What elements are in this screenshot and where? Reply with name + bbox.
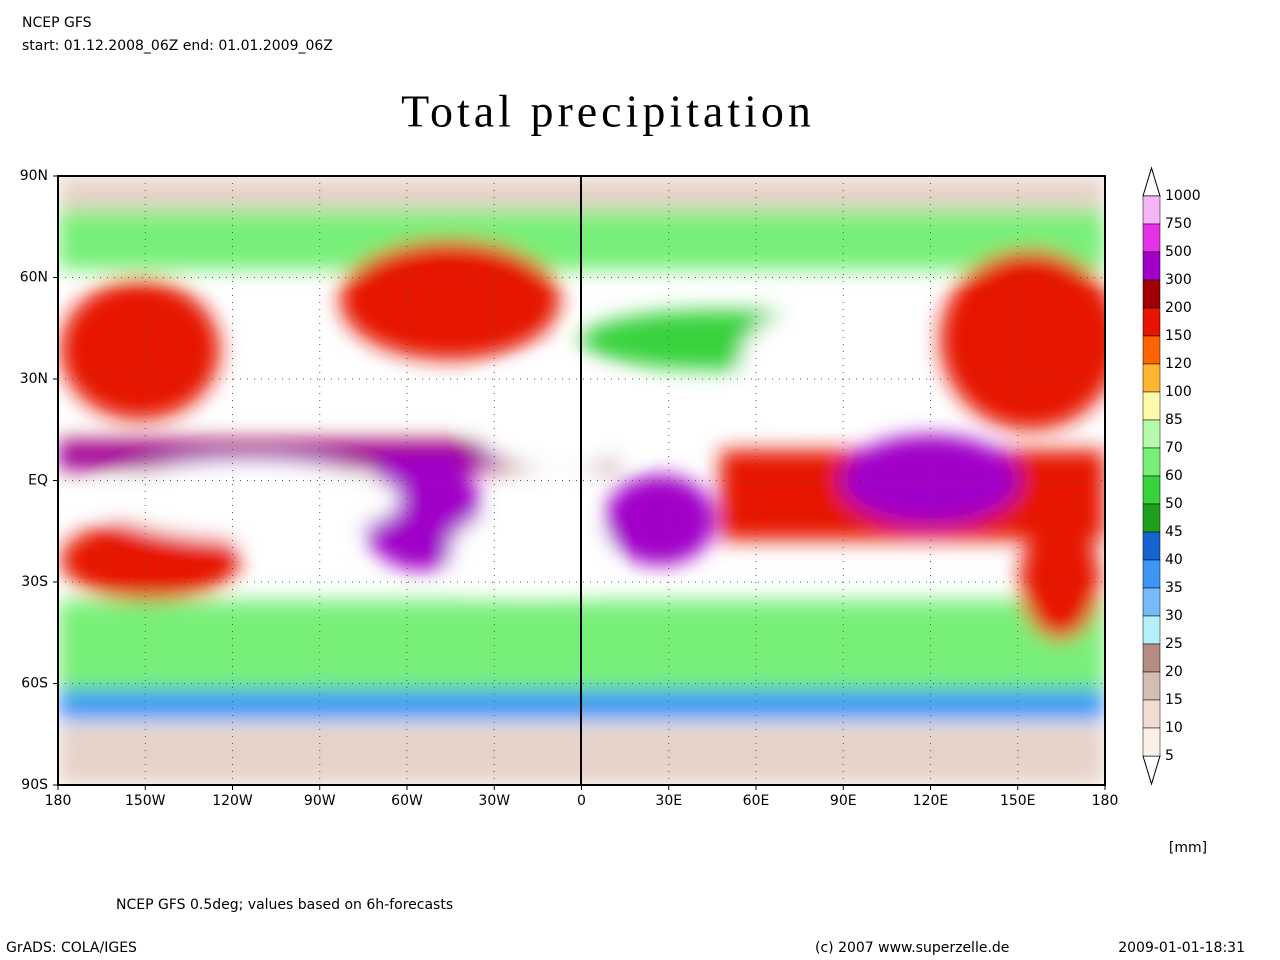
lat-label: 60N [20,270,48,286]
title: Total precipitation [401,86,815,137]
colorbar-box [1142,307,1161,337]
colorbar-label: 150 [1165,328,1192,344]
lon-label: 150W [125,793,166,809]
colorbar-label: 300 [1165,272,1192,288]
colorbar-label: 70 [1165,440,1183,456]
lon-label: 120E [913,793,949,809]
lon-label: 0 [577,793,586,809]
colorbar-label: 25 [1165,636,1183,652]
copyright-label: (c) 2007 www.superzelle.de [815,940,1009,956]
colorbar-box [1142,251,1161,281]
colorbar-cap [1142,166,1161,197]
colorbar-box [1142,391,1161,421]
lat-label: 30N [20,371,48,387]
colorbar-label: 20 [1165,664,1183,680]
colorbar-box [1142,643,1161,673]
lat-label: 30S [21,574,48,590]
map-frame [57,175,1106,786]
software-label: GrADS: COLA/IGES [6,940,137,956]
colorbar-box [1142,223,1161,253]
lon-label: 150E [1000,793,1036,809]
colorbar-label: 30 [1165,608,1183,624]
colorbar-box [1142,671,1161,701]
colorbar-label: 100 [1165,384,1192,400]
colorbar-label: 200 [1165,300,1192,316]
colorbar-box [1142,419,1161,449]
lon-label: 90E [830,793,857,809]
colorbar-box [1142,727,1161,757]
colorbar-label: 50 [1165,496,1183,512]
lat-label: 60S [21,676,48,692]
colorbar-label: 5 [1165,748,1174,764]
footer-note: NCEP GFS 0.5deg; values based on 6h-fore… [116,897,453,913]
lon-label: 90W [304,793,336,809]
lon-label: 180 [45,793,72,809]
colorbar-box [1142,447,1161,477]
colorbar: 1000 750 500 300 200 150 120 100 85 70 60 50 45 40 35 3… [1142,166,1201,786]
colorbar-label: 500 [1165,244,1192,260]
colorbar-label: 85 [1165,412,1183,428]
lon-label: 60W [391,793,423,809]
colorbar-box [1142,195,1161,225]
colorbar-cap [1142,755,1161,786]
colorbar-box [1142,587,1161,617]
colorbar-box [1142,559,1161,589]
colorbar-label: 45 [1165,524,1183,540]
colorbar-box [1142,363,1161,393]
lat-label: 90N [20,168,48,184]
precip-field [58,176,1105,785]
colorbar-label: 10 [1165,720,1183,736]
colorbar-label: 40 [1165,552,1183,568]
colorbar-label: 1000 [1165,188,1201,204]
lat-label: EQ [28,473,48,489]
lon-label: 30E [655,793,682,809]
lon-label: 180 [1092,793,1119,809]
colorbar-label: 120 [1165,356,1192,372]
colorbar-box [1142,503,1161,533]
colorbar-box [1142,531,1161,561]
lat-label: 90S [21,777,48,793]
colorbar-label: 750 [1165,216,1192,232]
lon-label: 60E [743,793,770,809]
colorbar-box [1142,615,1161,645]
colorbar-box [1142,279,1161,309]
model-label: NCEP GFS [22,15,92,31]
lon-label: 120W [212,793,253,809]
unit-label: [mm] [1169,840,1207,856]
colorbar-box [1142,699,1161,729]
period-label: start: 01.12.2008_06Z end: 01.01.2009_06… [22,38,333,54]
timestamp: 2009-01-01-18:31 [1118,940,1245,956]
colorbar-label: 15 [1165,692,1183,708]
colorbar-box [1142,475,1161,505]
colorbar-label: 35 [1165,580,1183,596]
colorbar-label: 60 [1165,468,1183,484]
colorbar-box [1142,335,1161,365]
lon-label: 30W [478,793,510,809]
